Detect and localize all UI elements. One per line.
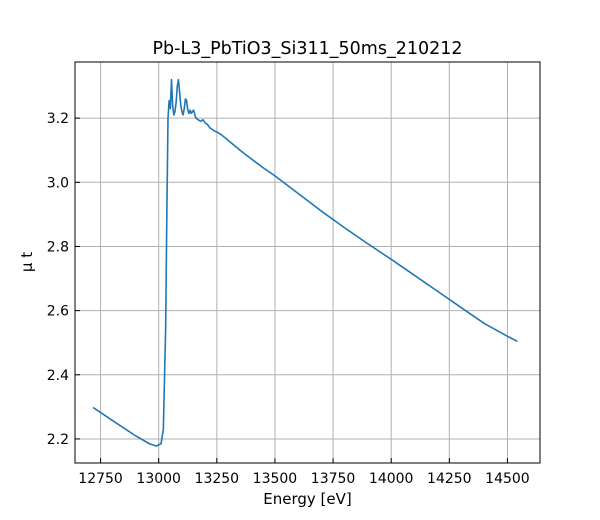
x-tick-label: 12750 bbox=[78, 471, 123, 487]
x-tick-label: 14250 bbox=[427, 471, 472, 487]
x-tick-label: 13250 bbox=[195, 471, 240, 487]
y-axis-label: μ t bbox=[18, 252, 36, 272]
y-tick-label: 2.8 bbox=[47, 239, 69, 255]
ticks: 12750 13000 13250 13500 13750 14000 14250 14500… bbox=[47, 111, 530, 487]
series-line bbox=[92, 78, 518, 447]
y-tick-label: 2.6 bbox=[47, 304, 69, 320]
x-tick-label: 14500 bbox=[485, 471, 530, 487]
chart-title: Pb-L3_PbTiO3_Si311_50ms_210212 bbox=[152, 39, 462, 59]
y-tick-label: 2.4 bbox=[47, 368, 69, 384]
axes-frame bbox=[74, 61, 541, 464]
y-tick-label: 3.0 bbox=[47, 175, 69, 191]
grid bbox=[75, 62, 540, 463]
plot-area bbox=[92, 78, 518, 447]
x-tick-label: 13000 bbox=[136, 471, 181, 487]
x-tick-label: 13500 bbox=[253, 471, 298, 487]
y-tick-label: 3.2 bbox=[47, 111, 69, 127]
y-tick-label: 2.2 bbox=[47, 432, 69, 448]
x-tick-label: 13750 bbox=[311, 471, 356, 487]
x-tick-label: 14000 bbox=[369, 471, 414, 487]
x-axis-label: Energy [eV] bbox=[263, 490, 351, 508]
